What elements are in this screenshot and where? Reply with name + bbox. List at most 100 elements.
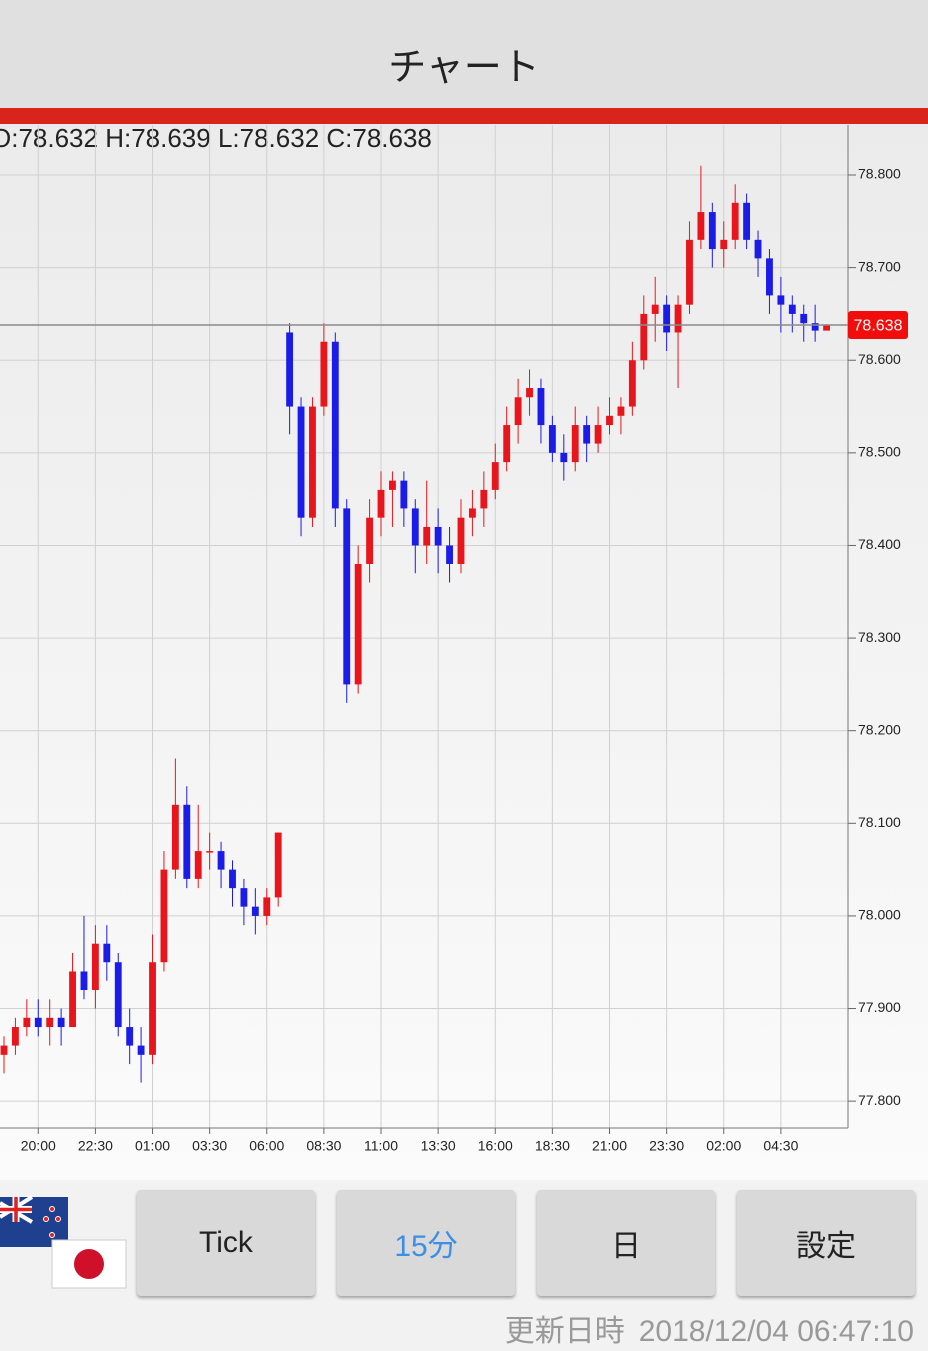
- x-tick-label: 13:30: [421, 1138, 456, 1154]
- x-tick-label: 01:00: [135, 1138, 170, 1154]
- candle-body: [263, 897, 271, 916]
- candle-body: [788, 304, 796, 314]
- candle-body: [206, 851, 214, 853]
- candle-body: [23, 1017, 31, 1028]
- candle-body: [571, 425, 579, 463]
- candle-body: [183, 804, 191, 879]
- candle-body: [69, 971, 76, 1028]
- current-price-label: 78.638: [854, 317, 903, 334]
- candle-body: [320, 341, 328, 407]
- candle-body: [160, 869, 168, 963]
- x-tick-label: 02:00: [706, 1138, 741, 1154]
- candle-body: [651, 304, 659, 314]
- candle-body: [686, 239, 693, 305]
- candle-body: [754, 239, 762, 259]
- x-tick-label: 16:00: [478, 1138, 513, 1154]
- y-tick-label: 78.600: [858, 351, 901, 367]
- candle-body: [343, 508, 351, 685]
- app-header: チャート: [0, 0, 928, 108]
- header-title: チャート: [388, 47, 540, 89]
- candle-body: [811, 323, 819, 331]
- y-tick-label: 77.900: [858, 999, 901, 1015]
- candle-body: [366, 517, 374, 564]
- candle-body: [526, 388, 533, 398]
- timeframe-button[interactable]: 設定: [737, 1190, 915, 1296]
- candle-body: [583, 425, 591, 444]
- nz-flag: [0, 1195, 68, 1247]
- candle-body: [606, 415, 613, 426]
- candle-body: [229, 869, 236, 889]
- x-tick-label: 18:30: [535, 1138, 570, 1154]
- candle-body: [674, 304, 682, 333]
- candle-body: [823, 325, 831, 331]
- candle-body: [480, 489, 488, 509]
- candle-body: [731, 202, 739, 240]
- candle-body: [468, 508, 476, 518]
- candle-body: [331, 341, 339, 509]
- candle-body: [434, 526, 442, 546]
- y-tick-label: 78.800: [858, 166, 901, 182]
- candle-body: [377, 489, 385, 518]
- y-tick-label: 78.700: [858, 258, 901, 274]
- y-tick-label: 78.300: [858, 629, 901, 645]
- y-tick-label: 77.800: [858, 1092, 901, 1108]
- x-tick-label: 20:00: [21, 1138, 56, 1154]
- x-tick-label: 06:00: [249, 1138, 284, 1154]
- candle-body: [309, 406, 316, 518]
- candle-body: [423, 526, 431, 546]
- candle-body: [640, 313, 648, 361]
- candle-body: [708, 212, 716, 250]
- candle-body: [240, 888, 248, 907]
- candle-body: [354, 563, 362, 685]
- candle-body: [137, 1045, 145, 1055]
- updated-time: 更新日時 2018/12/04 06:47:10: [491, 1306, 914, 1350]
- candle-body: [11, 1027, 19, 1046]
- candle-body: [194, 851, 202, 879]
- candle-body: [491, 462, 499, 490]
- candle-body: [446, 545, 453, 564]
- candle-body: [91, 943, 99, 991]
- accent-bar: [0, 108, 928, 124]
- candle-body: [171, 804, 179, 870]
- candle-body: [766, 258, 773, 296]
- chart: O:78.632 H:78.639 L:78.632 C:78.638 77.8…: [0, 123, 928, 1180]
- candle-body: [46, 1017, 54, 1028]
- currency-flags: [0, 1195, 127, 1289]
- candle-body: [594, 425, 602, 444]
- current-price-box: [848, 311, 908, 340]
- x-tick-label: 22:30: [78, 1138, 113, 1154]
- updated-label: 更新日時: [504, 1315, 625, 1348]
- candle-body: [0, 1045, 8, 1055]
- updated-value: 2018/12/04 06:47:10: [638, 1315, 914, 1348]
- candle-body: [34, 1017, 42, 1028]
- y-tick-label: 78.200: [858, 721, 901, 737]
- candle-body: [548, 425, 556, 453]
- candle-body: [537, 388, 545, 426]
- candle-body: [617, 406, 625, 416]
- candle-body: [663, 304, 671, 333]
- timeframe-button[interactable]: 15分: [337, 1190, 515, 1296]
- candle-body: [149, 962, 156, 1055]
- candle-body: [514, 397, 522, 426]
- timeframe-button[interactable]: 日: [537, 1190, 715, 1296]
- candle-body: [697, 212, 705, 240]
- x-tick-label: 23:30: [649, 1138, 684, 1154]
- candle-body: [743, 202, 751, 240]
- timeframe-button[interactable]: Tick: [137, 1190, 315, 1296]
- y-tick-label: 78.500: [858, 444, 901, 460]
- candle-body: [628, 360, 636, 407]
- candle-body: [389, 480, 396, 490]
- candle-body: [217, 851, 225, 870]
- candle-body: [400, 480, 408, 509]
- x-tick-label: 04:30: [763, 1138, 798, 1154]
- y-tick-label: 78.100: [858, 814, 901, 830]
- candle-body: [114, 962, 122, 1028]
- x-tick-label: 08:30: [306, 1138, 341, 1154]
- candle-body: [126, 1027, 134, 1046]
- x-tick-label: 11:00: [364, 1138, 398, 1154]
- chart-background: [0, 124, 928, 1180]
- candle-body: [57, 1017, 65, 1028]
- candle-body: [720, 239, 728, 250]
- y-tick-label: 78.000: [858, 907, 901, 923]
